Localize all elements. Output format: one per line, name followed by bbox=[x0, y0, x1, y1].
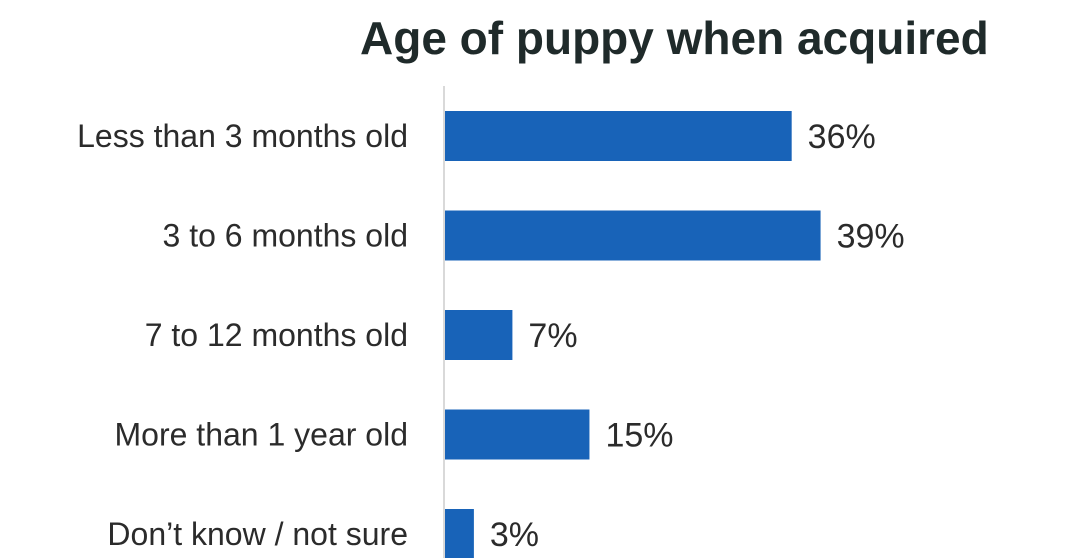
category-label: More than 1 year old bbox=[115, 417, 409, 453]
value-label: 3% bbox=[490, 516, 539, 554]
category-label: Less than 3 months old bbox=[77, 118, 408, 154]
bar bbox=[445, 111, 792, 161]
category-label: 3 to 6 months old bbox=[163, 218, 408, 254]
chart-title: Age of puppy when acquired bbox=[360, 12, 989, 64]
bar bbox=[445, 409, 590, 460]
bar bbox=[445, 210, 821, 261]
value-label: 39% bbox=[837, 218, 905, 256]
value-label: 15% bbox=[605, 417, 673, 455]
value-label: 36% bbox=[808, 118, 876, 156]
category-label: 7 to 12 months old bbox=[145, 317, 408, 353]
bar bbox=[445, 310, 513, 360]
bar bbox=[445, 509, 474, 558]
bars-layer: Less than 3 months old 36% 3 to 6 months o… bbox=[77, 111, 905, 558]
value-label: 7% bbox=[528, 317, 577, 355]
category-label: Don’t know / not sure bbox=[107, 516, 408, 552]
